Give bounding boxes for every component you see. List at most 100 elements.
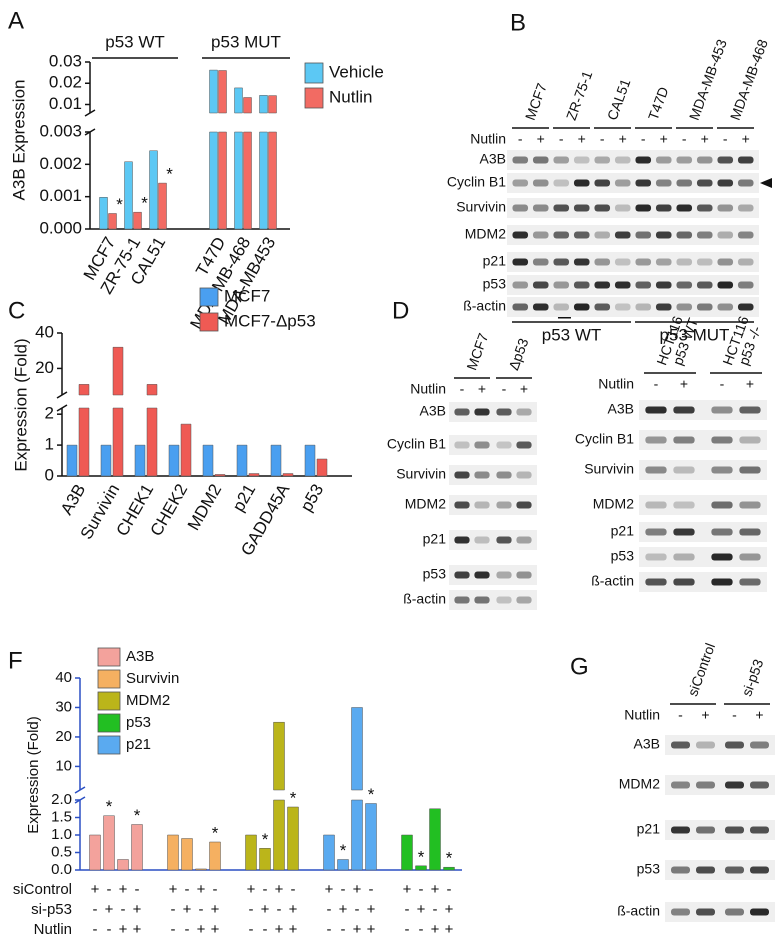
treatment-sign: - [720, 376, 725, 392]
blot-band [645, 528, 667, 536]
condition-sign: - [107, 921, 112, 938]
y-tick-label: 0 [45, 465, 54, 484]
blot-band [614, 156, 631, 164]
arrowhead [760, 178, 772, 188]
y-tick-label: 1.5 [51, 808, 72, 825]
treatment-sign: + [742, 131, 750, 147]
blot-band [717, 204, 734, 212]
bar [415, 865, 427, 871]
treatment-sign: - [678, 707, 683, 723]
blot-band [717, 156, 734, 164]
treatment-sign: + [660, 131, 668, 147]
blot-band [671, 908, 690, 916]
blot-band [532, 179, 549, 187]
legend-swatch [199, 312, 219, 332]
lane-group-label: T47D [645, 85, 672, 123]
condition-sign: - [369, 881, 374, 898]
bar [429, 808, 441, 871]
blot-band [573, 179, 590, 187]
blot-strip [639, 460, 767, 480]
blot-row-label: Cyclin B1 [387, 436, 446, 452]
blot-band [645, 501, 667, 509]
condition-sign: - [263, 921, 268, 938]
significance-mark: * [262, 830, 269, 849]
blot-row-label: Survivin [456, 199, 506, 215]
blot-strip [507, 150, 759, 170]
y-tick-label: 0.0 [51, 861, 72, 878]
legend-swatch [97, 669, 121, 689]
significance-mark: * [446, 849, 453, 868]
blot-band [739, 528, 761, 536]
blot-band [725, 866, 744, 874]
treatment-sign: + [755, 707, 763, 723]
condition-sign: - [199, 901, 204, 918]
legend-label: p21 [126, 736, 151, 753]
blot-band [532, 204, 549, 212]
bar [236, 444, 248, 477]
blot-row-label: p53 [611, 548, 635, 564]
condition-sign: - [327, 921, 332, 938]
y-tick-label: 2.0 [51, 791, 72, 808]
bar [401, 834, 413, 871]
treatment-sign: - [641, 131, 646, 147]
blot-band [717, 281, 734, 289]
blot-strip [639, 430, 767, 450]
condition-sign: + [275, 881, 284, 898]
panel-letter: B [510, 9, 526, 36]
blot-band [725, 826, 744, 834]
blot-row-label: MDM2 [405, 496, 446, 512]
legend-swatch [97, 713, 121, 733]
bar [131, 824, 143, 871]
blot-band [676, 156, 693, 164]
legend-swatch [304, 87, 324, 109]
blot-band [635, 281, 652, 289]
legend-label: Vehicle [329, 62, 384, 81]
blot-band [516, 596, 532, 604]
blot-row-label: A3B [480, 151, 506, 167]
legend-label: Survivin [126, 670, 179, 687]
bar [158, 182, 167, 230]
blot-row-label: Cyclin B1 [447, 174, 506, 190]
treatment-sign: - [559, 131, 564, 147]
blot-band [717, 303, 734, 311]
significance-mark: * [212, 823, 219, 842]
bar [149, 150, 158, 230]
blot-band [594, 156, 611, 164]
treatment-sign: + [680, 376, 688, 392]
legend-label: MDM2 [126, 692, 170, 709]
condition-sign: + [353, 881, 362, 898]
blot-band [696, 303, 713, 311]
x-tick-label: p21 [229, 481, 260, 515]
blot-band [496, 536, 512, 544]
bar [181, 838, 193, 871]
bar [273, 721, 285, 871]
y-tick-label: 0.01 [49, 94, 82, 113]
blot-strip [507, 275, 759, 295]
blot-band [516, 571, 532, 579]
blot-band [573, 231, 590, 239]
blot-band [614, 281, 631, 289]
blot-band [696, 156, 713, 164]
blot-band [645, 466, 667, 474]
blot-strip [449, 435, 537, 455]
blot-band [512, 258, 529, 266]
condition-sign: + [403, 881, 412, 898]
blot-band [676, 258, 693, 266]
bar [134, 444, 146, 477]
condition-sign: - [93, 921, 98, 938]
blot-band [673, 501, 695, 509]
condition-sign: + [183, 901, 192, 918]
blot-band [573, 281, 590, 289]
blot-band [496, 501, 512, 509]
axis-break [74, 786, 86, 794]
treatment-sign: + [520, 381, 528, 397]
blot-band [553, 156, 570, 164]
blot-band [711, 578, 733, 586]
blot-band [739, 553, 761, 561]
bar [234, 87, 243, 230]
blot-band [737, 231, 754, 239]
blot-band [671, 781, 690, 789]
bar [365, 803, 377, 871]
treatment-sign: - [518, 131, 523, 147]
y-tick-label: 1.0 [51, 826, 72, 843]
